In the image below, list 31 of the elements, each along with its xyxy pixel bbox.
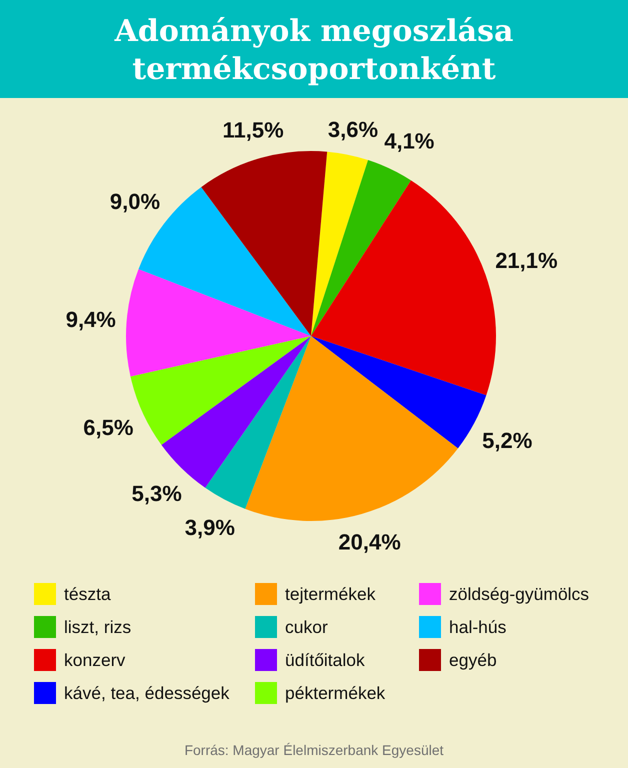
legend-label: üdítőitalok bbox=[285, 650, 366, 670]
pie-slice bbox=[205, 336, 311, 509]
legend-label: hal-hús bbox=[449, 617, 507, 637]
legend-label: zöldség-gyümölcs bbox=[449, 584, 590, 604]
legend-label: cukor bbox=[285, 617, 328, 637]
data-label: 6,5% bbox=[83, 415, 134, 440]
pie-slice bbox=[311, 152, 368, 336]
data-label: 11,5% bbox=[222, 117, 284, 142]
pie-slice bbox=[245, 336, 458, 521]
data-label: 9,0% bbox=[110, 188, 160, 214]
data-label: 3,6% bbox=[328, 116, 378, 142]
legend-label: tejtermékek bbox=[285, 584, 376, 604]
data-label: 3,9% bbox=[184, 514, 235, 540]
data-label: 21,1% bbox=[495, 248, 558, 274]
data-label: 5,3% bbox=[132, 480, 182, 506]
legend-label: liszt, rizs bbox=[64, 617, 132, 637]
legend-label: péktermékek bbox=[285, 683, 386, 703]
legend-label: kávé, tea, édességek bbox=[64, 683, 230, 703]
pie-slice bbox=[126, 269, 311, 376]
data-label: 4,1% bbox=[384, 128, 434, 154]
pie-slice bbox=[311, 160, 411, 336]
legend-label: konzerv bbox=[64, 650, 126, 670]
legend-label: egyéb bbox=[449, 650, 497, 670]
pie-slice bbox=[311, 180, 496, 396]
pie-slice bbox=[201, 151, 328, 336]
data-label: 9,4% bbox=[66, 307, 116, 332]
chart-title: Adományok megoszlása termékcsoportonként bbox=[114, 14, 514, 87]
data-label: 20,4% bbox=[338, 529, 401, 554]
legend-label: tészta bbox=[64, 584, 111, 604]
text: Forrás: Magyar Élelmiszerbank Egyesület bbox=[184, 742, 444, 758]
data-label: 5,2% bbox=[482, 428, 532, 454]
